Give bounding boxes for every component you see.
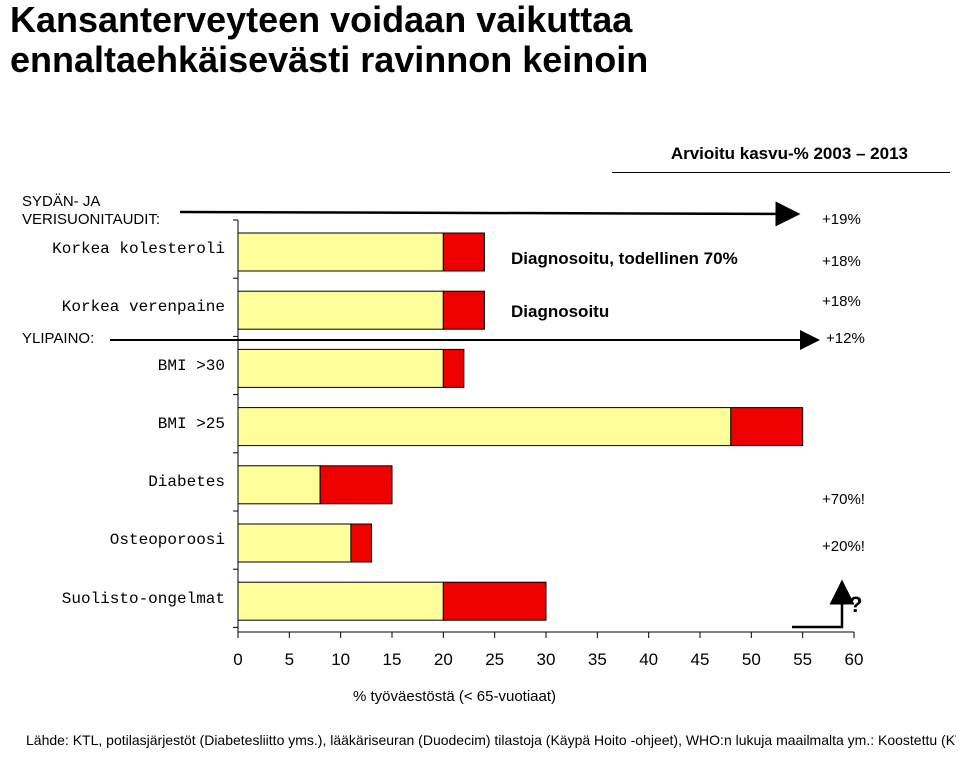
bar-marks [237, 232, 804, 621]
category-label-cholesterol: Korkea kolesteroli [52, 240, 225, 258]
x-tick-label: 30 [537, 650, 556, 669]
x-tick-label: 10 [331, 650, 350, 669]
x-tick-label: 60 [845, 650, 864, 669]
estimated-growth-header: Arvioitu kasvu-% 2003 – 2013 [670, 144, 908, 163]
category-label-hypertension: Korkea verenpaine [61, 298, 225, 316]
bar-segment-growth [319, 465, 393, 505]
group-label-cardio: SYDÄN- JA VERISUONITAUDIT: [22, 193, 161, 228]
x-tick-label: 50 [742, 650, 761, 669]
x-tick-label: 40 [639, 650, 658, 669]
header-rule [612, 172, 950, 173]
annotation-diagnosed: Diagnosoitu [511, 302, 610, 321]
bar-segment-base [237, 348, 444, 388]
bar-segment-growth [350, 523, 372, 563]
bar-segment-growth [442, 348, 465, 388]
bar-segment-base [237, 465, 321, 505]
growth-hypertension: +18% [822, 293, 861, 310]
growth-cholesterol: +18% [822, 253, 861, 270]
bar-segment-base [237, 581, 444, 621]
bar-segment-growth [442, 290, 485, 330]
x-tick-label: 15 [383, 650, 402, 669]
source-note: Lähde: KTL, potilasjärjestöt (Diabetesli… [26, 732, 956, 748]
bar-segment-base [237, 407, 732, 447]
growth-arrows [110, 201, 855, 629]
annotation-diagnosed-actual: Diagnosoitu, todellinen 70% [511, 249, 738, 268]
growth-osteoporosis: +20%! [822, 538, 865, 555]
bar-segment-base [237, 290, 444, 330]
group-label-weight: YLIPAINO: [22, 330, 95, 347]
bar-segment-base [237, 232, 444, 272]
category-label-bmi25: BMI >25 [157, 415, 225, 433]
growth-arrow-cardio [179, 201, 801, 227]
bar-segment-growth [442, 232, 485, 272]
growth-diabetes: +70%! [822, 491, 865, 508]
category-label-bmi30: BMI >30 [157, 357, 225, 375]
x-tick-label: 45 [691, 650, 710, 669]
bar-segment-growth [442, 581, 547, 621]
x-axis-label: % työväestöstä (< 65-vuotiaat) [353, 688, 557, 705]
growth-cardio: +19% [822, 211, 861, 228]
growth-obesity: +12% [826, 330, 865, 347]
x-tick-label: 0 [233, 650, 242, 669]
page-title: Kansanterveyteen voidaan vaikuttaa ennal… [10, 0, 649, 80]
x-tick-label: 35 [588, 650, 607, 669]
bar-segment-growth [730, 407, 804, 447]
x-tick-labels: 0 5 10 15 20 25 30 35 40 45 50 55 60 [233, 650, 863, 669]
x-tick-label: 5 [285, 650, 294, 669]
x-tick-label: 25 [485, 650, 504, 669]
x-tick-label: 55 [793, 650, 812, 669]
bar-segment-base [237, 523, 352, 563]
growth-arrow-bowel [792, 579, 855, 629]
x-tick-label: 20 [434, 650, 453, 669]
category-label-bowel: Suolisto-ongelmat [61, 590, 225, 608]
category-label-diabetes: Diabetes [148, 473, 225, 491]
category-label-osteoporosis: Osteoporoosi [109, 531, 225, 549]
